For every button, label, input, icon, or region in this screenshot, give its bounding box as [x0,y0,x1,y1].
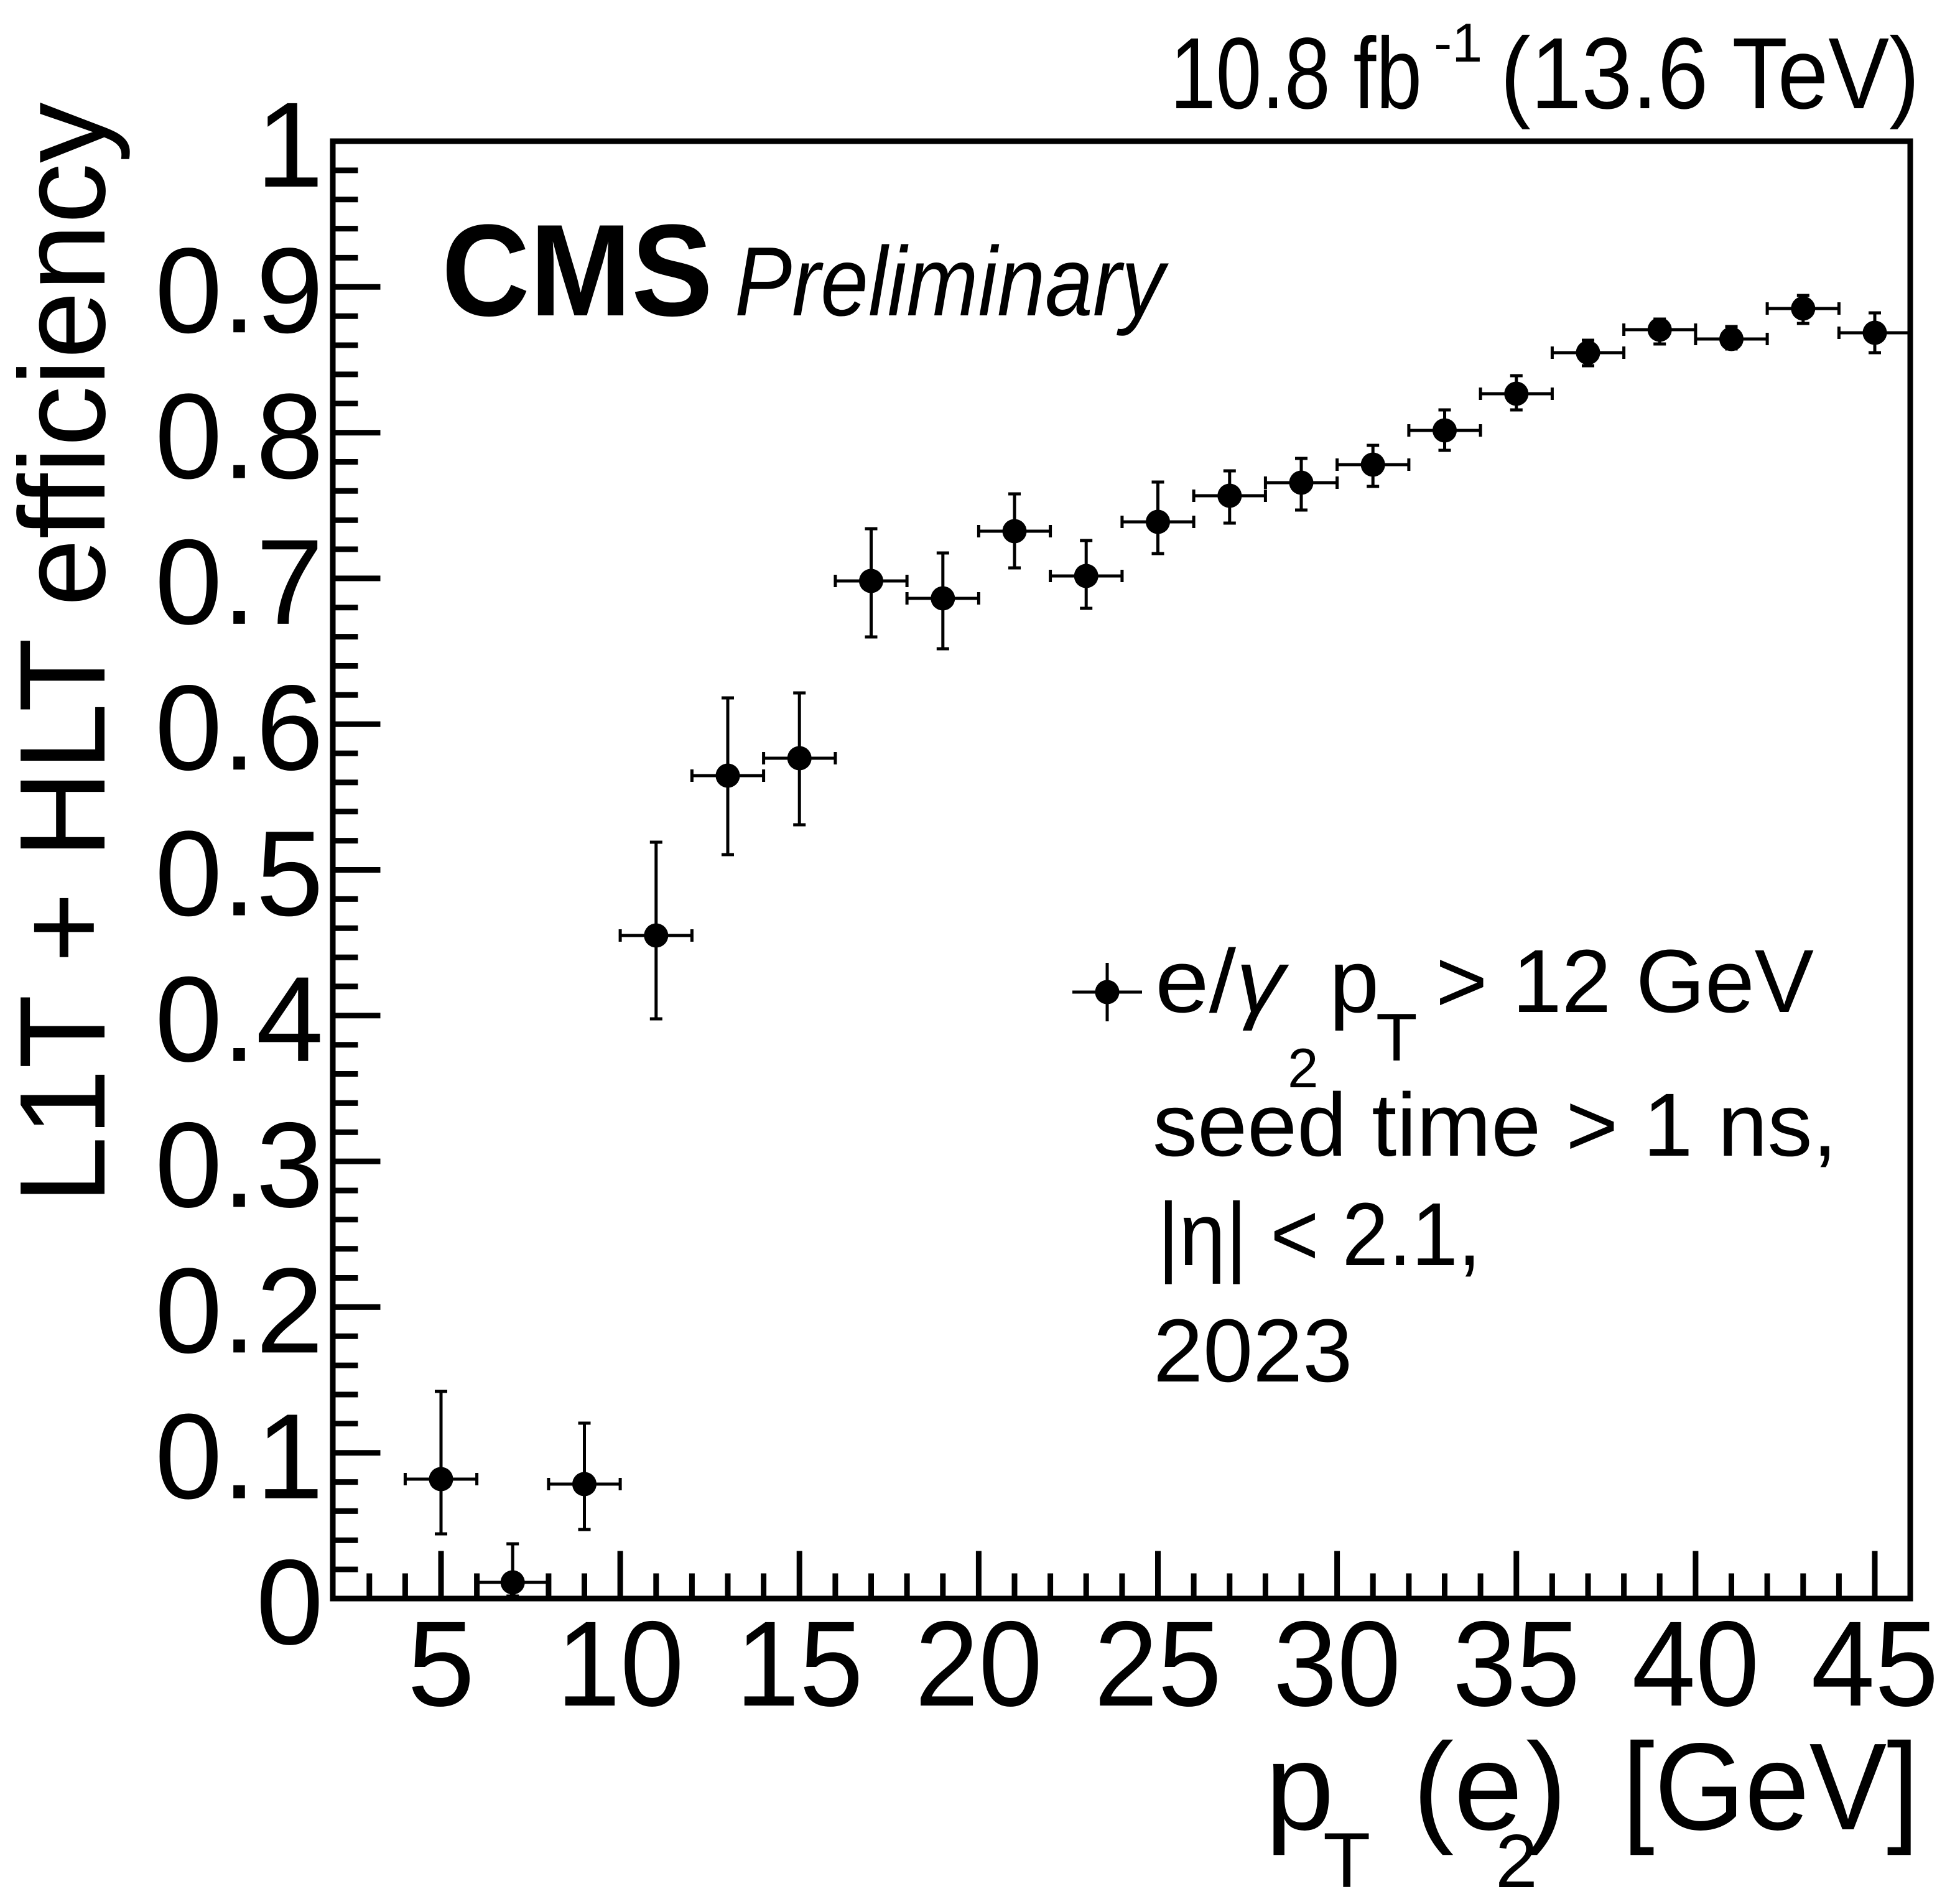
svg-text:45: 45 [1811,1596,1939,1732]
svg-text:CMS: CMS [442,197,713,343]
svg-text:seed time > 1 ns,: seed time > 1 ns, [1153,1075,1837,1175]
svg-text:T: T [1323,1817,1370,1891]
svg-text:10: 10 [557,1596,684,1732]
svg-text:e/γ: e/γ [1155,931,1289,1031]
svg-text:L1T + HLT efficiency: L1T + HLT efficiency [0,103,131,1204]
svg-text:0.3: 0.3 [155,1097,323,1233]
svg-text:Preliminary: Preliminary [735,227,1169,337]
svg-text:40: 40 [1632,1596,1759,1732]
svg-text:0.6: 0.6 [155,660,323,796]
svg-text:p: p [1265,1718,1334,1856]
svg-text:(e: (e [1413,1718,1523,1856]
svg-text:5: 5 [407,1596,475,1732]
svg-text:2: 2 [1495,1819,1538,1891]
svg-text:2023: 2023 [1153,1301,1352,1401]
svg-text:p: p [1329,931,1379,1031]
svg-text:30: 30 [1273,1596,1401,1732]
svg-text:2: 2 [1288,1037,1319,1099]
svg-text:20: 20 [915,1596,1043,1732]
svg-text:35: 35 [1452,1596,1580,1732]
svg-text:[GeV]: [GeV] [1622,1718,1919,1856]
svg-text:0.5: 0.5 [155,806,323,942]
svg-text:0.1: 0.1 [155,1389,323,1525]
svg-text:|η| < 2.1,: |η| < 2.1, [1158,1184,1481,1284]
svg-text:0: 0 [256,1534,323,1670]
svg-text:0.8: 0.8 [155,369,323,504]
svg-text:> 12 GeV: > 12 GeV [1436,931,1814,1031]
svg-text:T: T [1376,1000,1418,1075]
svg-text:25: 25 [1094,1596,1222,1732]
svg-text:1: 1 [256,77,323,213]
svg-text:): ) [1526,1718,1567,1856]
svg-text:-1: -1 [1434,12,1482,73]
svg-text:0.7: 0.7 [155,514,323,650]
svg-text:10.8 fb: 10.8 fb [1170,16,1422,130]
svg-text:(13.6 TeV): (13.6 TeV) [1500,16,1920,130]
svg-text:0.2: 0.2 [155,1243,323,1378]
svg-text:0.9: 0.9 [155,223,323,358]
svg-text:0.4: 0.4 [155,952,323,1087]
svg-text:15: 15 [736,1596,863,1732]
